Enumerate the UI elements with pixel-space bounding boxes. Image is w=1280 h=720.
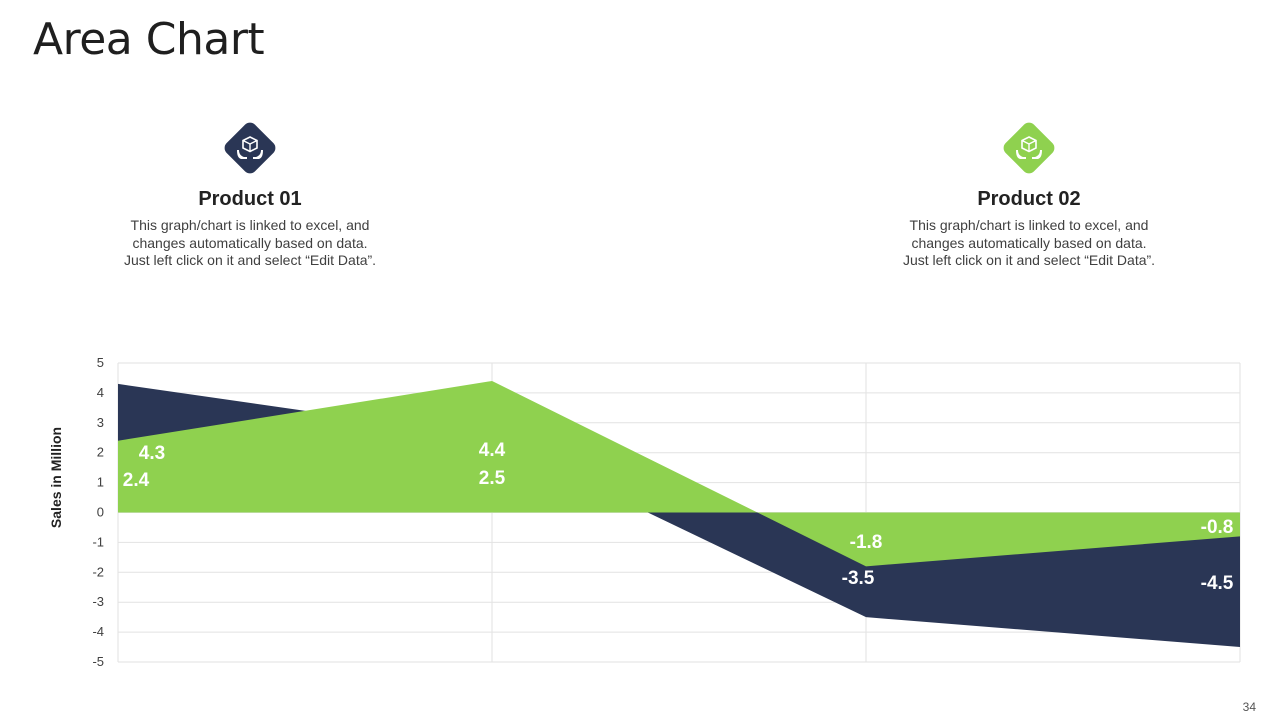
- product-01-title: Product 01: [198, 188, 302, 210]
- box-in-hands-icon: [237, 136, 263, 159]
- data-label: -1.8: [850, 532, 883, 553]
- product-01-description: This graph/chart is linked to excel, and…: [90, 217, 410, 270]
- page-title: Area Chart: [33, 14, 265, 65]
- y-tick-label: 4: [97, 385, 104, 400]
- data-label: 4.4: [479, 440, 506, 461]
- description-line: Just left click on it and select “Edit D…: [123, 252, 377, 268]
- product-01-card: Product 01 This graph/chart is linked to…: [90, 119, 410, 270]
- page-number: 34: [1242, 700, 1256, 714]
- data-label: 2.4: [123, 470, 150, 491]
- product-02-card: Product 02 This graph/chart is linked to…: [869, 119, 1189, 270]
- box-in-hands-icon: [1016, 136, 1042, 159]
- product-02-description: This graph/chart is linked to excel, and…: [869, 217, 1189, 270]
- product-02-icon-badge: [1000, 119, 1058, 177]
- description-line: changes automatically based on data.: [911, 234, 1147, 251]
- y-tick-label: 2: [97, 445, 104, 460]
- area-series-2: [118, 380, 1240, 567]
- data-label: 4.3: [139, 443, 165, 464]
- data-label: 2.5: [479, 468, 506, 489]
- y-tick-label: -4: [92, 624, 104, 639]
- product-01-icon-badge: [221, 119, 279, 177]
- y-axis-label: Sales in Million: [48, 427, 64, 528]
- y-tick-label: -5: [92, 654, 104, 669]
- data-label: -3.5: [842, 568, 875, 589]
- description-line: Just left click on it and select “Edit D…: [902, 252, 1156, 268]
- data-label: -4.5: [1201, 573, 1234, 594]
- description-line: This graph/chart is linked to excel, and: [130, 217, 370, 233]
- y-tick-label: 1: [97, 475, 104, 490]
- y-tick-label: 5: [97, 355, 104, 370]
- y-tick-label: -1: [92, 534, 104, 549]
- y-tick-label: -2: [92, 564, 104, 579]
- y-tick-label: 0: [97, 505, 104, 520]
- description-line: changes automatically based on data.: [132, 234, 368, 251]
- y-tick-label: 3: [97, 415, 104, 430]
- description-line: This graph/chart is linked to excel, and: [909, 217, 1149, 233]
- data-label: -0.8: [1201, 517, 1234, 538]
- y-tick-label: -3: [92, 594, 104, 609]
- product-02-title: Product 02: [977, 188, 1081, 210]
